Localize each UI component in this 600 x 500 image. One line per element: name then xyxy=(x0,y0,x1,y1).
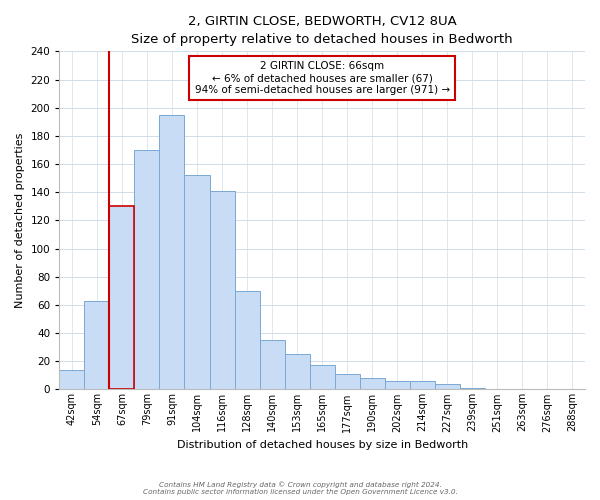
Bar xyxy=(460,388,485,390)
X-axis label: Distribution of detached houses by size in Bedworth: Distribution of detached houses by size … xyxy=(176,440,468,450)
Bar xyxy=(184,176,209,390)
Bar xyxy=(410,381,435,390)
Bar xyxy=(109,206,134,390)
Text: 2 GIRTIN CLOSE: 66sqm
← 6% of detached houses are smaller (67)
94% of semi-detac: 2 GIRTIN CLOSE: 66sqm ← 6% of detached h… xyxy=(194,62,450,94)
Bar xyxy=(310,366,335,390)
Bar xyxy=(109,206,134,390)
Title: 2, GIRTIN CLOSE, BEDWORTH, CV12 8UA
Size of property relative to detached houses: 2, GIRTIN CLOSE, BEDWORTH, CV12 8UA Size… xyxy=(131,15,513,46)
Bar xyxy=(134,150,160,390)
Bar xyxy=(59,370,85,390)
Bar xyxy=(335,374,360,390)
Bar xyxy=(160,114,184,390)
Bar xyxy=(85,300,109,390)
Bar xyxy=(360,378,385,390)
Bar xyxy=(385,381,410,390)
Bar xyxy=(284,354,310,390)
Text: Contains HM Land Registry data © Crown copyright and database right 2024.
Contai: Contains HM Land Registry data © Crown c… xyxy=(143,481,457,495)
Bar xyxy=(260,340,284,390)
Y-axis label: Number of detached properties: Number of detached properties xyxy=(15,132,25,308)
Bar xyxy=(435,384,460,390)
Bar xyxy=(235,291,260,390)
Bar xyxy=(209,191,235,390)
